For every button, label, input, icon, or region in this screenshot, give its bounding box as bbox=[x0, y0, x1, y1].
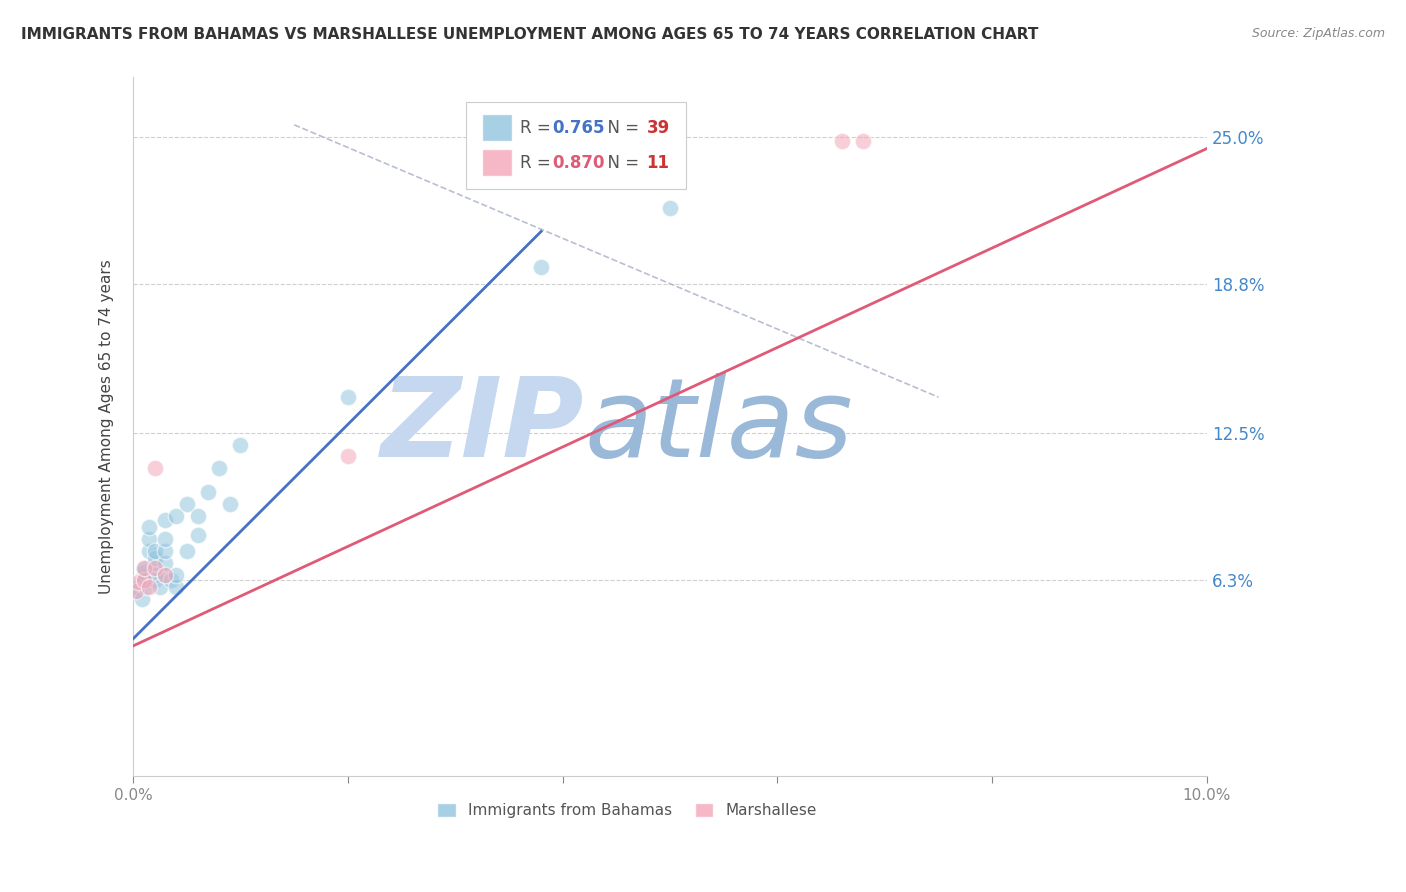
Point bbox=[132, 573, 155, 587]
Point bbox=[132, 560, 155, 574]
Point bbox=[165, 580, 187, 594]
FancyBboxPatch shape bbox=[465, 102, 686, 189]
Point bbox=[127, 574, 149, 589]
Point bbox=[132, 573, 155, 587]
Point bbox=[336, 390, 359, 404]
Point bbox=[186, 508, 208, 523]
Point bbox=[135, 580, 157, 594]
Point bbox=[659, 201, 682, 215]
Point bbox=[138, 544, 160, 558]
Text: N =: N = bbox=[598, 153, 644, 171]
Text: 0.765: 0.765 bbox=[553, 119, 605, 136]
Point bbox=[155, 556, 177, 570]
Text: ZIP: ZIP bbox=[381, 374, 583, 480]
Point bbox=[143, 556, 166, 570]
Text: R =: R = bbox=[520, 119, 555, 136]
Point bbox=[143, 560, 166, 574]
Y-axis label: Unemployment Among Ages 65 to 74 years: Unemployment Among Ages 65 to 74 years bbox=[100, 260, 114, 594]
Point bbox=[143, 461, 166, 475]
Point bbox=[127, 584, 149, 599]
Point bbox=[159, 573, 181, 587]
Point bbox=[132, 570, 155, 584]
Point bbox=[131, 591, 153, 606]
Point bbox=[155, 567, 177, 582]
Text: Source: ZipAtlas.com: Source: ZipAtlas.com bbox=[1251, 27, 1385, 40]
Point bbox=[155, 533, 177, 547]
Text: 39: 39 bbox=[647, 119, 669, 136]
Point bbox=[125, 580, 148, 594]
Point bbox=[149, 580, 172, 594]
Point bbox=[138, 520, 160, 534]
Point bbox=[165, 508, 187, 523]
Text: IMMIGRANTS FROM BAHAMAS VS MARSHALLESE UNEMPLOYMENT AMONG AGES 65 TO 74 YEARS CO: IMMIGRANTS FROM BAHAMAS VS MARSHALLESE U… bbox=[21, 27, 1039, 42]
Point bbox=[143, 567, 166, 582]
Legend: Immigrants from Bahamas, Marshallese: Immigrants from Bahamas, Marshallese bbox=[432, 797, 823, 824]
Point bbox=[336, 450, 359, 464]
Point bbox=[143, 551, 166, 566]
Point bbox=[132, 574, 155, 589]
Text: atlas: atlas bbox=[583, 374, 853, 480]
Point bbox=[530, 260, 553, 274]
Point bbox=[197, 485, 219, 500]
Text: 0.870: 0.870 bbox=[553, 153, 605, 171]
Text: N =: N = bbox=[598, 119, 644, 136]
Point bbox=[852, 135, 875, 149]
Point bbox=[155, 513, 177, 527]
Point bbox=[143, 573, 166, 587]
Text: 11: 11 bbox=[647, 153, 669, 171]
Point bbox=[155, 544, 177, 558]
Point bbox=[143, 544, 166, 558]
Point bbox=[125, 584, 148, 599]
Point bbox=[138, 580, 160, 594]
Point bbox=[208, 461, 231, 475]
Point bbox=[138, 533, 160, 547]
Bar bbox=[482, 149, 512, 176]
Point bbox=[155, 567, 177, 582]
Point bbox=[229, 437, 252, 451]
Bar bbox=[482, 114, 512, 141]
Point bbox=[218, 497, 240, 511]
Text: R =: R = bbox=[520, 153, 555, 171]
Point bbox=[129, 574, 152, 589]
Point bbox=[132, 566, 155, 580]
Point bbox=[176, 497, 198, 511]
Point bbox=[165, 567, 187, 582]
Point bbox=[831, 135, 853, 149]
Point bbox=[176, 544, 198, 558]
Point bbox=[132, 560, 155, 574]
Point bbox=[186, 527, 208, 541]
